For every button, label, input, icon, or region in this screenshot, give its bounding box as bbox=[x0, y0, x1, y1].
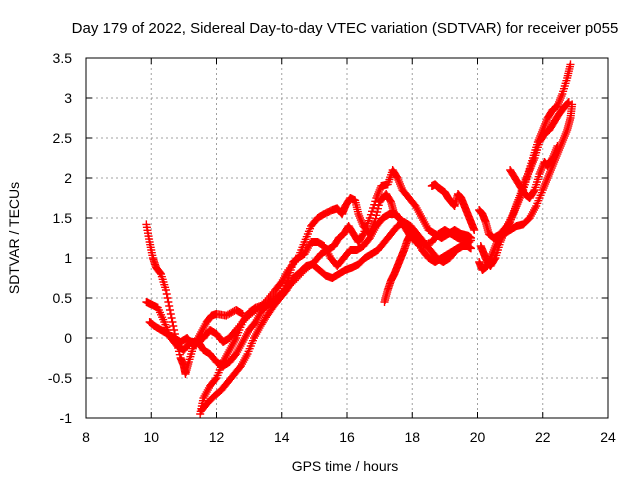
data-point bbox=[568, 100, 577, 109]
data-point bbox=[564, 98, 573, 107]
x-tick-label: 12 bbox=[209, 429, 225, 445]
data-point bbox=[166, 310, 175, 318]
data-point bbox=[167, 314, 176, 322]
data-point bbox=[505, 219, 514, 228]
x-tick-label: 22 bbox=[535, 429, 551, 445]
series-track-6 bbox=[380, 230, 415, 306]
y-tick-label: -1 bbox=[60, 410, 73, 426]
x-tick-label: 14 bbox=[274, 429, 290, 445]
data-point bbox=[529, 187, 538, 196]
x-tick-label: 16 bbox=[339, 429, 355, 445]
x-axis-label: GPS time / hours bbox=[292, 458, 399, 474]
series-track-4 bbox=[196, 166, 475, 418]
data-point bbox=[470, 226, 479, 234]
y-tick-label: 2 bbox=[64, 170, 72, 186]
y-tick-label: 3 bbox=[64, 90, 72, 106]
y-tick-label: 0.5 bbox=[53, 290, 73, 306]
data-point bbox=[162, 290, 171, 298]
series-track-9 bbox=[476, 98, 573, 270]
y-tick-label: -0.5 bbox=[48, 370, 72, 386]
y-tick-label: 1.5 bbox=[53, 210, 73, 226]
series-track-5 bbox=[197, 218, 474, 414]
data-point bbox=[466, 234, 475, 242]
y-tick-label: 2.5 bbox=[53, 130, 73, 146]
axis-ticks bbox=[85, 57, 609, 419]
series-track-2 bbox=[142, 190, 475, 354]
y-tick-label: 3.5 bbox=[53, 50, 73, 66]
y-tick-label: 1 bbox=[64, 250, 72, 266]
x-tick-label: 24 bbox=[600, 429, 616, 445]
data-point bbox=[166, 306, 175, 314]
data-point bbox=[163, 294, 172, 302]
y-axis-label: SDTVAR / TECUs bbox=[6, 182, 22, 294]
data-point bbox=[358, 231, 367, 240]
data-point bbox=[169, 322, 178, 330]
data-point bbox=[156, 268, 165, 277]
data-point bbox=[168, 318, 177, 326]
series-track-11 bbox=[506, 142, 562, 202]
data-point bbox=[165, 302, 174, 310]
data-point bbox=[466, 244, 475, 253]
chart-title: Day 179 of 2022, Sidereal Day-to-day VTE… bbox=[72, 20, 619, 37]
data-point bbox=[164, 298, 173, 306]
series-track-10 bbox=[475, 100, 577, 274]
data-point bbox=[566, 60, 575, 69]
grid-lines bbox=[86, 58, 608, 418]
data-markers bbox=[142, 60, 577, 418]
plot-frame bbox=[85, 57, 609, 419]
data-point bbox=[161, 286, 170, 294]
x-tick-label: 8 bbox=[82, 429, 90, 445]
x-tick-label: 18 bbox=[404, 429, 420, 445]
data-point bbox=[553, 142, 562, 150]
y-tick-labels: -1 -0.5 0 0.5 1 1.5 2 2.5 3 3.5 bbox=[48, 50, 72, 426]
x-tick-labels: 8 10 12 14 16 18 20 22 24 bbox=[82, 429, 616, 445]
y-tick-label: 0 bbox=[64, 330, 72, 346]
series-track-7 bbox=[427, 180, 479, 234]
x-tick-label: 20 bbox=[470, 429, 486, 445]
data-point bbox=[465, 238, 474, 246]
data-point bbox=[406, 230, 415, 238]
x-tick-label: 10 bbox=[143, 429, 159, 445]
